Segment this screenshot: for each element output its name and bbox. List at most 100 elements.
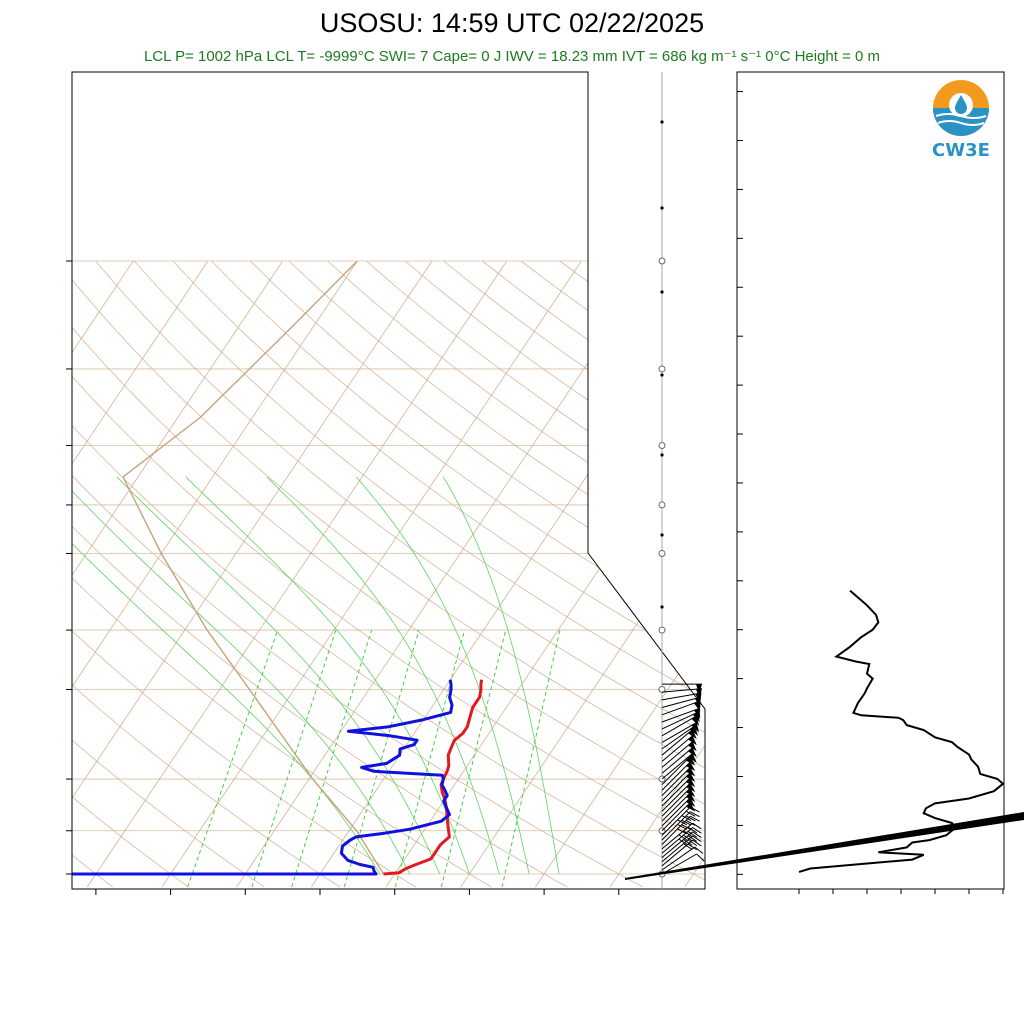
wind-level-dot: [660, 206, 664, 210]
wind-barb-staff: [661, 756, 691, 786]
wind-barb-pennant: [686, 761, 696, 772]
chart-title: USOSU: 14:59 UTC 02/22/2025: [319, 8, 705, 38]
dry-adiabat-line: [366, 260, 705, 888]
parcel-path-line: [122, 260, 385, 875]
wind-barb: [661, 721, 700, 743]
wind-barb-staff: [661, 741, 693, 768]
wind-barb-flag: [692, 839, 702, 847]
wind-barb: [661, 811, 700, 841]
wind-barb-pennant: [693, 708, 701, 719]
wind-barb-flag: [696, 853, 705, 862]
isotherm-line: [609, 260, 705, 888]
wind-barb-flag: [685, 819, 696, 826]
wind-barb-flag: [683, 830, 693, 838]
wind-barb: [662, 683, 702, 695]
wind-barb-staff: [661, 747, 693, 774]
mixing-ratio-line: [394, 629, 466, 888]
dry-adiabat-line: [72, 260, 492, 888]
cw3e-logo: CW3E: [924, 78, 998, 168]
wind-level-dot: [660, 120, 664, 124]
wind-barb-flag: [692, 835, 702, 843]
wind-barb-flag: [681, 819, 692, 826]
wind-barb-staff: [661, 815, 691, 845]
wind-barb-flag: [692, 831, 702, 838]
wind-barb-pennant: [686, 792, 696, 803]
wind-barb-staff: [661, 735, 693, 762]
wind-barb: [661, 827, 702, 854]
moist-adiabat-line: [72, 476, 410, 875]
wind-barb: [661, 831, 702, 858]
wind-barb-pennant: [695, 688, 702, 699]
wind-barb-column: [625, 72, 1024, 889]
wind-level-marker: [658, 685, 666, 693]
moist-adiabat-line: [266, 476, 500, 875]
wind-barb-pennant: [686, 787, 696, 798]
dry-adiabat-line: [443, 260, 705, 888]
dry-adiabat-line: [72, 260, 705, 888]
wind-barb-pennant: [686, 777, 696, 788]
dry-adiabat-line: [72, 260, 644, 888]
wind-barb-flag: [687, 843, 698, 851]
wind-barb-flag: [677, 819, 687, 826]
wind-level-dot: [660, 533, 664, 537]
dry-adiabat-line: [133, 260, 705, 888]
dry-adiabat-line: [72, 260, 705, 888]
wind-barb-pennant: [686, 772, 696, 782]
wind-barb-pennant: [688, 729, 697, 740]
mixing-ratio-line: [291, 629, 373, 888]
wind-barb: [661, 782, 696, 812]
isotherm-line: [86, 260, 508, 888]
isotherm-line: [72, 260, 433, 888]
wind-barb: [661, 688, 702, 699]
wind-barb: [661, 815, 700, 845]
dry-adiabat-line: [72, 260, 189, 888]
wind-barb-staff: [661, 853, 697, 875]
wind-barb-flag: [687, 835, 698, 842]
wind-barb-pennant: [688, 741, 697, 752]
wind-barb-flag: [678, 838, 688, 846]
wind-barb-staff: [661, 711, 699, 730]
moist-adiabat-line: [72, 476, 381, 875]
wind-barb-staff: [661, 792, 691, 822]
wind-barb-staff: [661, 787, 691, 817]
wind-barb-flag: [677, 823, 687, 830]
wind-barb-flag: [685, 815, 696, 822]
wind-barb-flag: [683, 839, 693, 846]
wind-barb: [661, 741, 697, 768]
wind-barb: [661, 797, 696, 827]
dry-adiabat-line: [482, 260, 705, 888]
isotherm-line: [684, 260, 705, 888]
wind-barb-streak: [625, 812, 1024, 880]
wind-barb: [661, 853, 705, 875]
isotherm-line: [161, 260, 582, 888]
wind-barb-staff: [661, 802, 691, 832]
wind-barb-pennant: [686, 797, 696, 807]
wind-barb: [661, 846, 704, 871]
skew-t-axes: [66, 260, 620, 895]
isotherm-line: [310, 260, 705, 888]
wind-barb-staff: [661, 725, 696, 750]
moist-adiabat-line: [355, 476, 530, 875]
wind-barb-flag: [690, 815, 700, 822]
wind-barb-flag: [692, 827, 702, 834]
wind-barb-staff: [661, 707, 700, 723]
mixing-ratio-line: [501, 629, 561, 888]
wind-barb-pennant: [686, 756, 696, 766]
wind-barb-flag: [678, 834, 688, 841]
wind-barb-flag: [677, 828, 687, 835]
wind-barb-pennant: [686, 802, 696, 812]
isotherm-line: [72, 260, 209, 888]
wind-barb: [661, 792, 696, 822]
cw3e-logo-icon: [933, 80, 989, 136]
wind-barb: [661, 787, 696, 817]
wind-level-dot: [660, 453, 664, 457]
dewpoint-profile-line: [72, 679, 454, 876]
wind-level-marker: [658, 549, 666, 557]
wind-level-dot: [660, 605, 664, 609]
isotherm-line: [0, 261, 59, 887]
wind-barb: [661, 772, 696, 802]
wind-barb-flag: [681, 824, 692, 831]
wind-barb: [661, 761, 696, 791]
dry-adiabat-line: [404, 260, 705, 888]
